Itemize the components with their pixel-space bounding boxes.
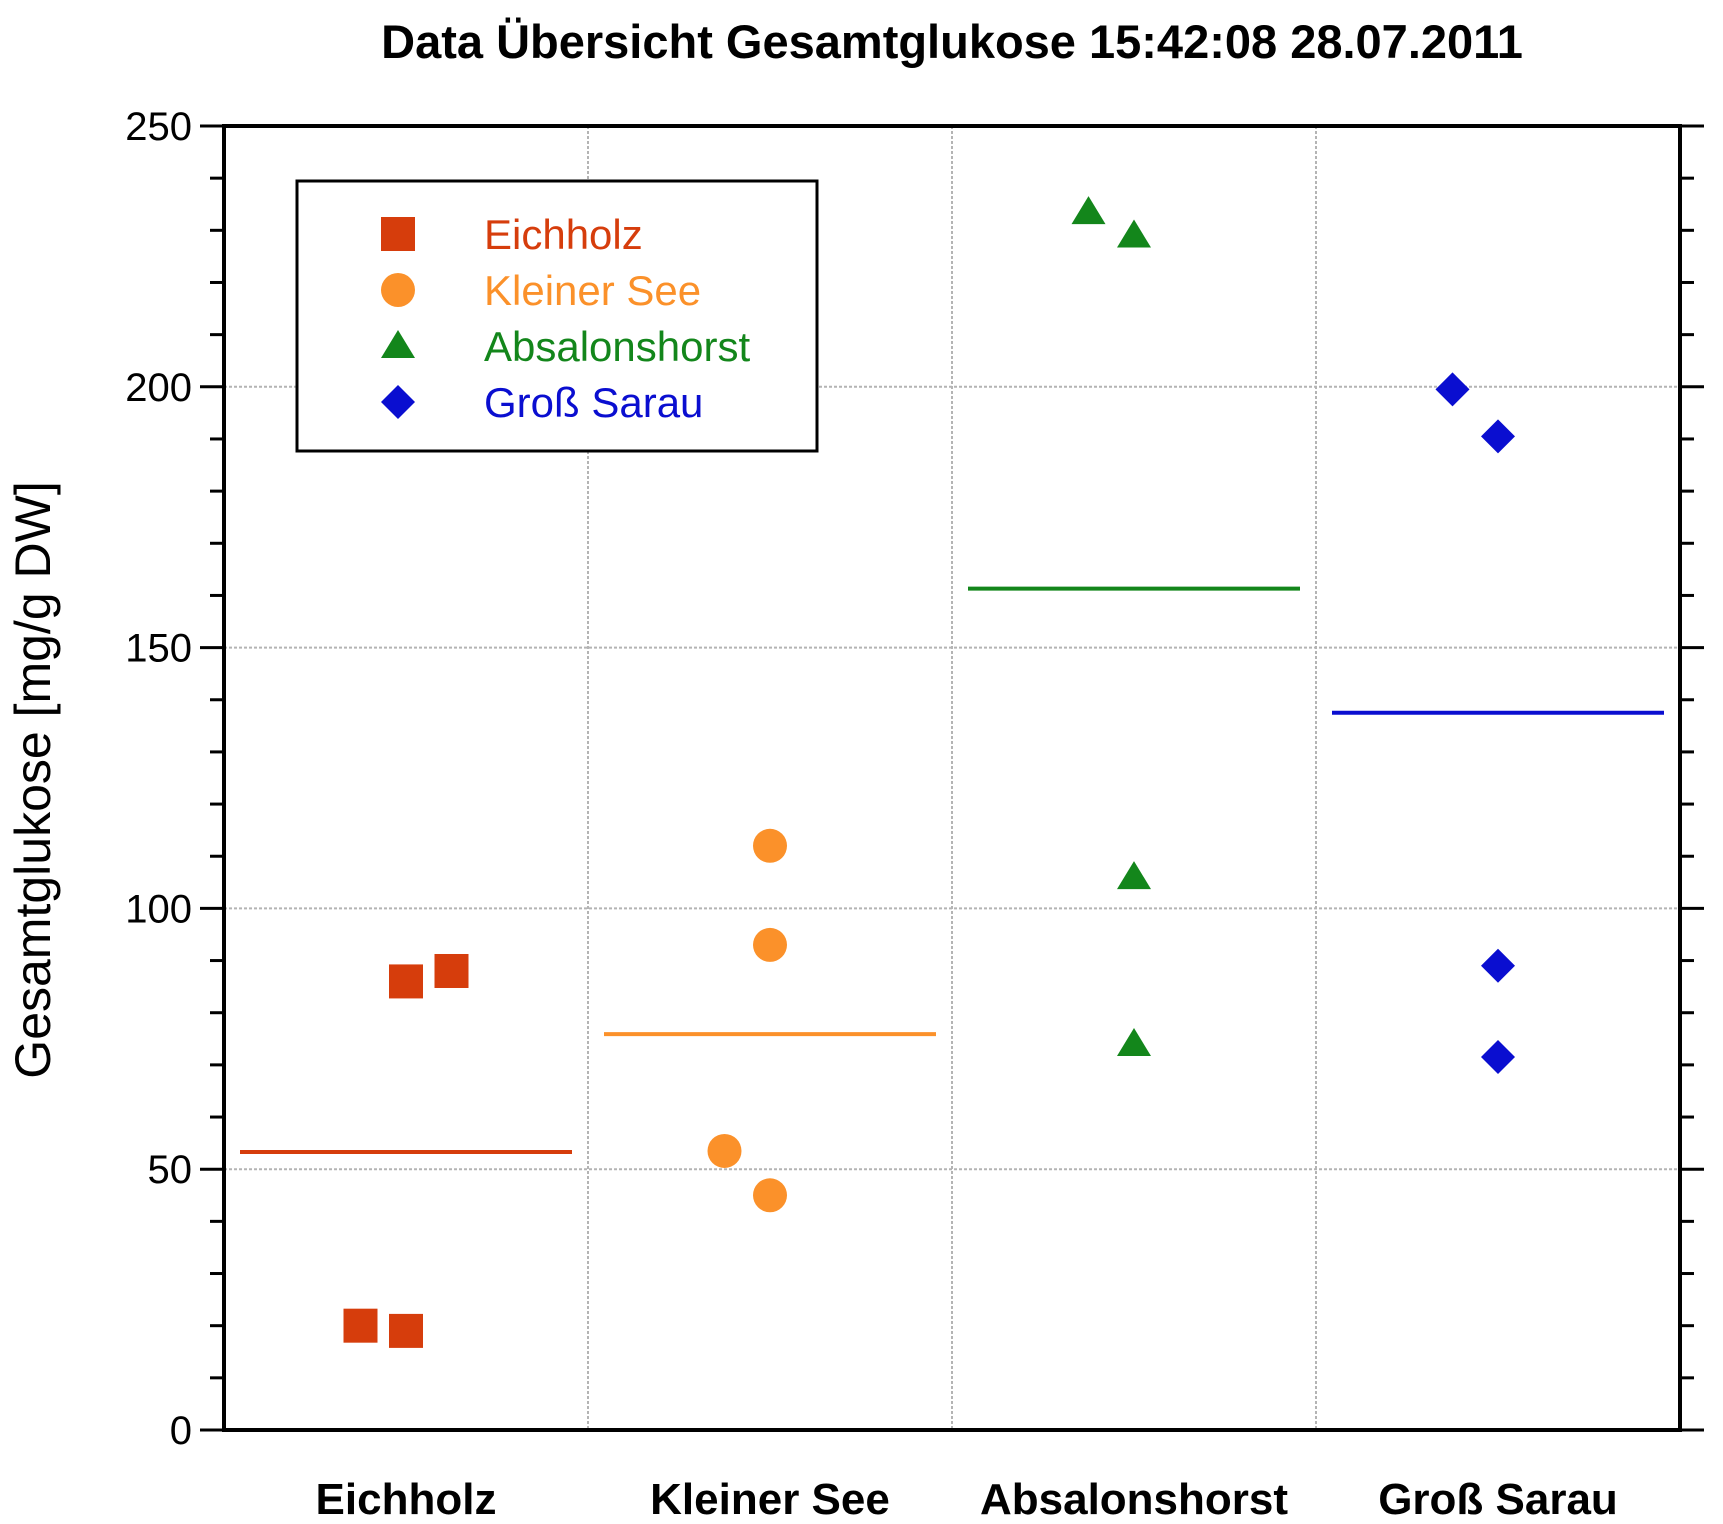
x-axis-category-labels: Eichholz Kleiner See Absalonshorst Groß Sar… [316, 1475, 1618, 1524]
x-category-label: Eichholz [316, 1475, 497, 1519]
data-point [434, 953, 469, 988]
y-axis-label: Gesamtglukose [mg/g DW] [5, 481, 61, 1078]
x-category-label: Kleiner See [650, 1475, 890, 1519]
data-point [1481, 419, 1515, 454]
data-point [1481, 948, 1515, 983]
data-point [389, 1313, 423, 1348]
data-point [753, 927, 787, 962]
data-point [1481, 1040, 1515, 1075]
data-point [343, 1308, 378, 1343]
legend-label: Groß Sarau [484, 379, 703, 426]
plot-frame [222, 124, 1682, 1432]
data-points [343, 196, 1515, 1348]
data-point [1117, 1028, 1151, 1057]
y-tick-label: 150 [125, 627, 192, 671]
mean-lines [240, 586, 1664, 1154]
legend-label: Absalonshorst [484, 323, 750, 370]
data-point [1117, 861, 1151, 890]
data-point [1071, 196, 1106, 225]
data-point [1435, 372, 1470, 407]
legend-marker [381, 217, 415, 251]
y-axis-ticks: 0 50 100 150 200 250 [125, 105, 1704, 1453]
x-category-label: Groß Sarau [1378, 1475, 1618, 1519]
y-tick-label: 50 [148, 1148, 193, 1192]
legend-marker [381, 330, 415, 358]
y-tick-label: 0 [170, 1409, 192, 1453]
legend-marker [381, 273, 415, 307]
data-point [389, 964, 423, 999]
y-tick-label: 250 [125, 105, 192, 149]
legend: Eichholz Kleiner See Absalonshorst Groß Sar… [295, 179, 819, 453]
legend-label: Kleiner See [484, 267, 701, 314]
x-category-label: Absalonshorst [980, 1475, 1288, 1519]
legend-label: Eichholz [484, 211, 643, 258]
data-point [707, 1133, 742, 1168]
data-point [753, 1178, 787, 1213]
data-point [1117, 219, 1151, 248]
chart-title: Data Übersicht Gesamtglukose 15:42:08 28… [381, 15, 1523, 68]
data-point [753, 828, 787, 863]
y-tick-label: 200 [125, 366, 192, 410]
y-tick-label: 100 [125, 887, 192, 931]
legend-marker [381, 385, 415, 419]
